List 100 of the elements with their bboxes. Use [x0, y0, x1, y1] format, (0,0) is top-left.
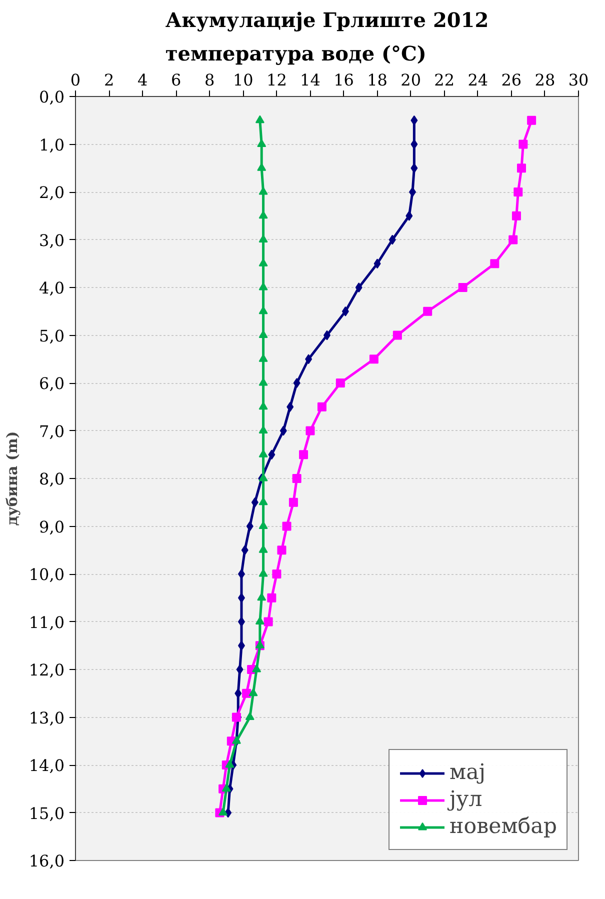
point	[369, 354, 378, 364]
point	[238, 569, 245, 579]
point	[258, 521, 268, 530]
y-tick-label: 13,0	[28, 708, 64, 728]
point	[388, 234, 396, 245]
point	[409, 187, 416, 197]
point	[245, 712, 254, 720]
point	[317, 402, 326, 412]
point	[282, 522, 292, 531]
point	[423, 306, 432, 316]
point	[236, 664, 244, 674]
y-tick-label: 16,0	[28, 852, 64, 870]
point	[258, 426, 268, 434]
point	[255, 115, 264, 124]
x-tick-label: 10	[232, 70, 254, 90]
point	[406, 210, 413, 221]
point	[257, 592, 266, 601]
point	[512, 211, 521, 220]
y-axis-title: дубина (m)	[4, 431, 21, 526]
point	[410, 163, 418, 174]
y-tick-label: 11,0	[28, 612, 64, 632]
point	[232, 712, 241, 722]
point	[292, 474, 302, 483]
point	[246, 521, 254, 532]
x-tick-label: 12	[266, 70, 287, 90]
y-tick-label: 0,0	[39, 88, 65, 106]
point	[490, 259, 500, 268]
point	[272, 570, 282, 578]
y-tick-label: 10,0	[28, 565, 64, 584]
x-tick-label: 26	[501, 70, 522, 90]
point	[248, 688, 258, 696]
point	[238, 592, 245, 603]
point	[242, 688, 252, 698]
chart-title: Акумулације Грлиште 2012 температура воде (°C)	[165, 8, 489, 66]
y-tick-label: 14,0	[28, 756, 64, 775]
point	[238, 640, 245, 651]
point	[258, 234, 268, 243]
y-tick-label: 8,0	[39, 470, 65, 488]
x-tick-label: 22	[434, 70, 455, 90]
y-tick-label: 4,0	[39, 278, 65, 298]
x-tick-label: 2	[104, 70, 114, 90]
x-tick-label: 28	[534, 70, 556, 90]
point	[336, 378, 345, 388]
point	[258, 186, 268, 195]
point	[516, 164, 526, 173]
y-tick-label: 9,0	[39, 517, 65, 536]
point	[258, 258, 268, 266]
point	[258, 330, 268, 338]
point	[518, 140, 528, 149]
point	[410, 139, 418, 150]
point	[238, 616, 245, 627]
point	[299, 450, 308, 460]
x-tick-label: 24	[468, 70, 488, 90]
point	[268, 450, 276, 460]
x-tick-label: 20	[400, 70, 422, 90]
y-tick-label: 12,0	[28, 660, 64, 680]
point	[252, 664, 262, 672]
point	[508, 235, 518, 244]
point	[258, 354, 268, 362]
point	[288, 498, 298, 507]
point	[286, 402, 294, 412]
point	[267, 593, 276, 602]
point	[257, 139, 266, 148]
y-tick-label: 6,0	[39, 374, 65, 393]
point	[527, 116, 536, 125]
y-tick-label: 7,0	[39, 422, 65, 441]
x-tick-label: 6	[171, 70, 182, 90]
point	[392, 330, 402, 340]
point	[222, 784, 231, 792]
point	[374, 258, 381, 269]
point	[305, 354, 312, 364]
point	[280, 426, 287, 436]
point	[241, 545, 248, 556]
y-tick-label: 3,0	[39, 230, 65, 250]
point	[514, 188, 523, 196]
point	[234, 688, 242, 698]
point	[410, 115, 418, 126]
point	[458, 283, 468, 292]
point	[258, 450, 268, 458]
y-tick-label: 15,0	[28, 804, 64, 823]
point	[255, 616, 264, 625]
point	[355, 282, 362, 292]
point	[251, 497, 258, 508]
point	[257, 163, 266, 171]
point	[293, 378, 300, 388]
point	[306, 426, 315, 436]
point	[225, 760, 234, 768]
y-tick-label: 1,0	[39, 135, 65, 154]
legend-label: новембар	[450, 814, 557, 839]
point	[258, 545, 268, 553]
legend-label: јул	[450, 787, 482, 812]
x-tick-label: 18	[367, 70, 388, 90]
x-tick-label: 16	[334, 70, 354, 90]
x-tick-label: 30	[568, 70, 589, 90]
y-tick-label: 5,0	[39, 326, 65, 346]
x-tick-label: 0	[70, 70, 81, 90]
legend-label: мај	[450, 760, 486, 785]
y-tick-label: 2,0	[39, 183, 65, 202]
point	[277, 546, 286, 555]
point	[232, 736, 241, 744]
